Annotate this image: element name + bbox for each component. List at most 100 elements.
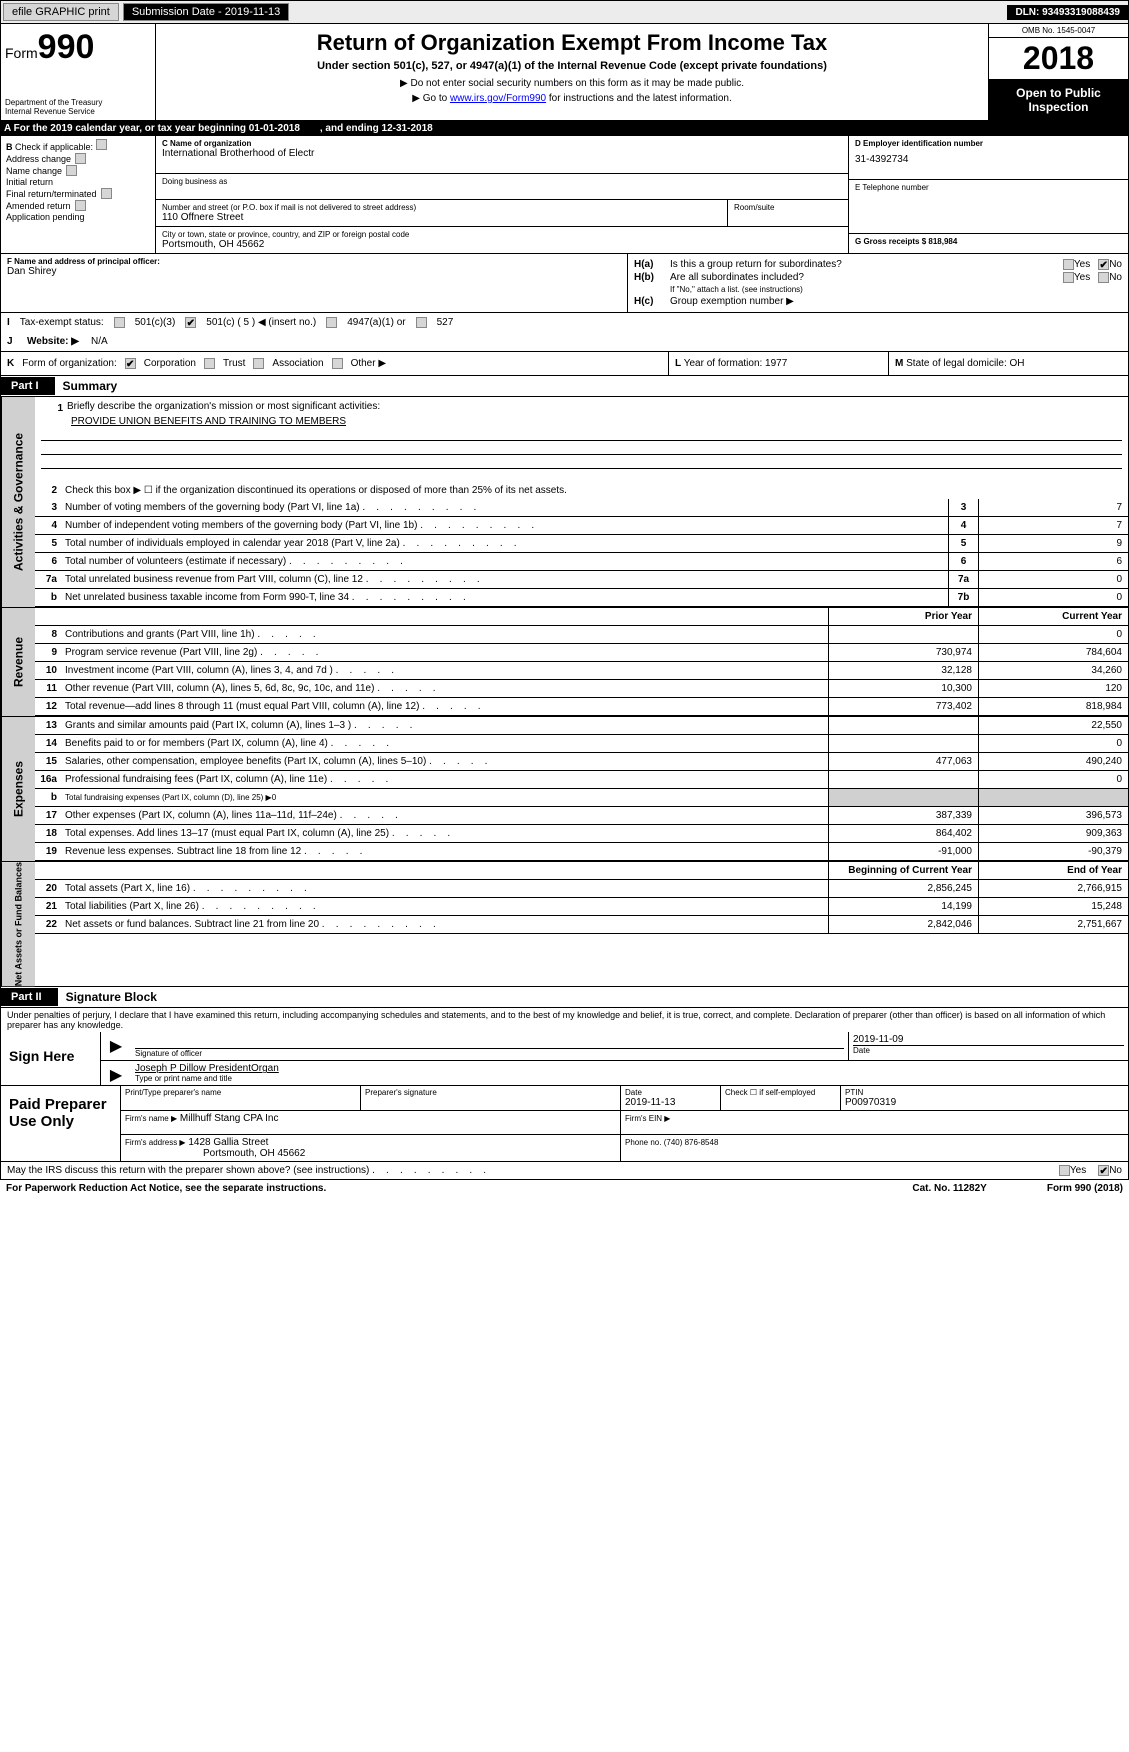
firm-name: Millhuff Stang CPA Inc bbox=[180, 1113, 279, 1124]
cat-no: Cat. No. 11282Y bbox=[912, 1183, 986, 1194]
ha-no-check[interactable]: ✔ bbox=[1098, 259, 1109, 270]
check-address-change: Address change bbox=[6, 153, 150, 164]
tax-year: 2018 bbox=[989, 38, 1128, 80]
tab-net-assets: Net Assets or Fund Balances bbox=[1, 862, 35, 986]
part1-header: Part I Summary bbox=[0, 376, 1129, 397]
self-employed-check[interactable]: Check ☐ if self-employed bbox=[725, 1088, 836, 1097]
efile-badge[interactable]: efile GRAPHIC print bbox=[3, 3, 119, 21]
section-bcdeg: B Check if applicable: Address change Na… bbox=[0, 136, 1129, 254]
section-activities-governance: Activities & Governance 1Briefly describ… bbox=[0, 397, 1129, 608]
line-item: 16aProfessional fundraising fees (Part I… bbox=[35, 771, 1128, 789]
city-label: City or town, state or province, country… bbox=[162, 230, 842, 239]
gross-receipts: G Gross receipts $ 818,984 bbox=[855, 237, 1122, 246]
row-klm: K Form of organization: ✔Corporation Tru… bbox=[0, 352, 1129, 376]
arrow-icon: ▶ bbox=[101, 1061, 131, 1085]
paid-preparer-label: Paid Preparer Use Only bbox=[1, 1086, 121, 1161]
line-item: 3Number of voting members of the governi… bbox=[35, 499, 1128, 517]
col-current-year: Current Year bbox=[978, 608, 1128, 625]
top-bar: efile GRAPHIC print Submission Date - 20… bbox=[0, 0, 1129, 24]
dba-label: Doing business as bbox=[162, 177, 842, 186]
check-applicable[interactable] bbox=[96, 139, 107, 150]
other-check[interactable] bbox=[332, 358, 343, 369]
line-item: 14Benefits paid to or for members (Part … bbox=[35, 735, 1128, 753]
501c3-check[interactable] bbox=[114, 317, 125, 328]
ssn-note: ▶ Do not enter social security numbers o… bbox=[162, 78, 982, 89]
line-item: 10Investment income (Part VIII, column (… bbox=[35, 662, 1128, 680]
check-initial-return: Initial return bbox=[6, 177, 150, 187]
section-expenses: Expenses 13Grants and similar amounts pa… bbox=[0, 717, 1129, 862]
signature-field[interactable]: Signature of officer bbox=[135, 1048, 844, 1058]
arrow-icon: ▶ bbox=[101, 1032, 131, 1060]
section-revenue: Revenue Prior Year Current Year 8Contrib… bbox=[0, 608, 1129, 717]
officer-name: Dan Shirey bbox=[7, 266, 621, 277]
prep-date: 2019-11-13 bbox=[625, 1097, 716, 1108]
line-item: 15Salaries, other compensation, employee… bbox=[35, 753, 1128, 771]
firm-address: 1428 Gallia Street bbox=[188, 1137, 268, 1148]
4947-check[interactable] bbox=[326, 317, 337, 328]
sign-date: 2019-11-09 bbox=[853, 1034, 1124, 1045]
dept-treasury: Department of the Treasury bbox=[5, 98, 151, 107]
trust-check[interactable] bbox=[204, 358, 215, 369]
form-ref: Form 990 (2018) bbox=[1047, 1183, 1123, 1194]
street-label: Number and street (or P.O. box if mail i… bbox=[162, 203, 721, 212]
tab-revenue: Revenue bbox=[1, 608, 35, 716]
discuss-yes-check[interactable] bbox=[1059, 1165, 1070, 1176]
ptin-value: P00970319 bbox=[845, 1097, 1124, 1108]
officer-label: F Name and address of principal officer: bbox=[7, 257, 621, 266]
section-f-h: F Name and address of principal officer:… bbox=[0, 254, 1129, 313]
open-to-public: Open to Public Inspection bbox=[989, 80, 1128, 120]
discuss-no-check[interactable]: ✔ bbox=[1098, 1165, 1109, 1176]
sign-here-section: Sign Here ▶ Signature of officer 2019-11… bbox=[0, 1032, 1129, 1086]
line-item: 7aTotal unrelated business revenue from … bbox=[35, 571, 1128, 589]
tab-activities: Activities & Governance bbox=[1, 397, 35, 607]
perjury-statement: Under penalties of perjury, I declare th… bbox=[0, 1008, 1129, 1032]
section-net-assets: Net Assets or Fund Balances Beginning of… bbox=[0, 862, 1129, 987]
year-formation: Year of formation: 1977 bbox=[684, 358, 788, 369]
row-i-tax-status: I Tax-exempt status: 501(c)(3) ✔501(c) (… bbox=[0, 313, 1129, 332]
line-item: 2Check this box ▶ ☐ if the organization … bbox=[35, 481, 1128, 499]
form-subtitle: Under section 501(c), 527, or 4947(a)(1)… bbox=[162, 60, 982, 72]
line-item: bNet unrelated business taxable income f… bbox=[35, 589, 1128, 607]
line-item: 17Other expenses (Part IX, column (A), l… bbox=[35, 807, 1128, 825]
footer-last: For Paperwork Reduction Act Notice, see … bbox=[0, 1180, 1129, 1197]
org-name-label: C Name of organization bbox=[162, 139, 842, 148]
col-prior-year: Prior Year bbox=[828, 608, 978, 625]
part2-header: Part II Signature Block bbox=[0, 987, 1129, 1008]
row-a-taxyear: A For the 2019 calendar year, or tax yea… bbox=[0, 121, 1129, 136]
goto-note: ▶ Go to www.irs.gov/Form990 for instruct… bbox=[162, 93, 982, 104]
501c-check[interactable]: ✔ bbox=[185, 317, 196, 328]
ein-value: 31-4392734 bbox=[855, 154, 1122, 165]
paid-preparer-section: Paid Preparer Use Only Print/Type prepar… bbox=[0, 1086, 1129, 1162]
527-check[interactable] bbox=[416, 317, 427, 328]
hb-no-check[interactable] bbox=[1098, 272, 1109, 283]
line-item: 11Other revenue (Part VIII, column (A), … bbox=[35, 680, 1128, 698]
phone-label: E Telephone number bbox=[855, 183, 1122, 192]
line-item: 9Program service revenue (Part VIII, lin… bbox=[35, 644, 1128, 662]
mission-text: PROVIDE UNION BENEFITS AND TRAINING TO M… bbox=[41, 416, 1122, 427]
hb-yes-check[interactable] bbox=[1063, 272, 1074, 283]
line-item: 22Net assets or fund balances. Subtract … bbox=[35, 916, 1128, 934]
ha-yes-check[interactable] bbox=[1063, 259, 1074, 270]
city-value: Portsmouth, OH 45662 bbox=[162, 239, 842, 250]
firm-phone: Phone no. (740) 876-8548 bbox=[625, 1138, 718, 1147]
discuss-row: May the IRS discuss this return with the… bbox=[0, 1162, 1129, 1180]
org-name: International Brotherhood of Electr bbox=[162, 148, 842, 159]
sign-here-label: Sign Here bbox=[1, 1032, 101, 1085]
col-begin-year: Beginning of Current Year bbox=[828, 862, 978, 879]
line-item: 5Total number of individuals employed in… bbox=[35, 535, 1128, 553]
line-item: 21Total liabilities (Part X, line 26)14,… bbox=[35, 898, 1128, 916]
corp-check[interactable]: ✔ bbox=[125, 358, 136, 369]
form-number: Form990 bbox=[5, 28, 151, 67]
state-domicile: State of legal domicile: OH bbox=[906, 358, 1024, 369]
line-item: 4Number of independent voting members of… bbox=[35, 517, 1128, 535]
check-pending: Application pending bbox=[6, 212, 150, 222]
check-name-change: Name change bbox=[6, 165, 150, 176]
row-j-website: J Website: ▶ N/A bbox=[0, 332, 1129, 352]
dln-label: DLN: 93493319088439 bbox=[1007, 5, 1128, 20]
line-item: 13Grants and similar amounts paid (Part … bbox=[35, 717, 1128, 735]
firm-city: Portsmouth, OH 45662 bbox=[125, 1148, 616, 1159]
col-end-year: End of Year bbox=[978, 862, 1128, 879]
assoc-check[interactable] bbox=[253, 358, 264, 369]
irs-link[interactable]: www.irs.gov/Form990 bbox=[450, 93, 546, 104]
submission-date-badge: Submission Date - 2019-11-13 bbox=[123, 3, 289, 21]
